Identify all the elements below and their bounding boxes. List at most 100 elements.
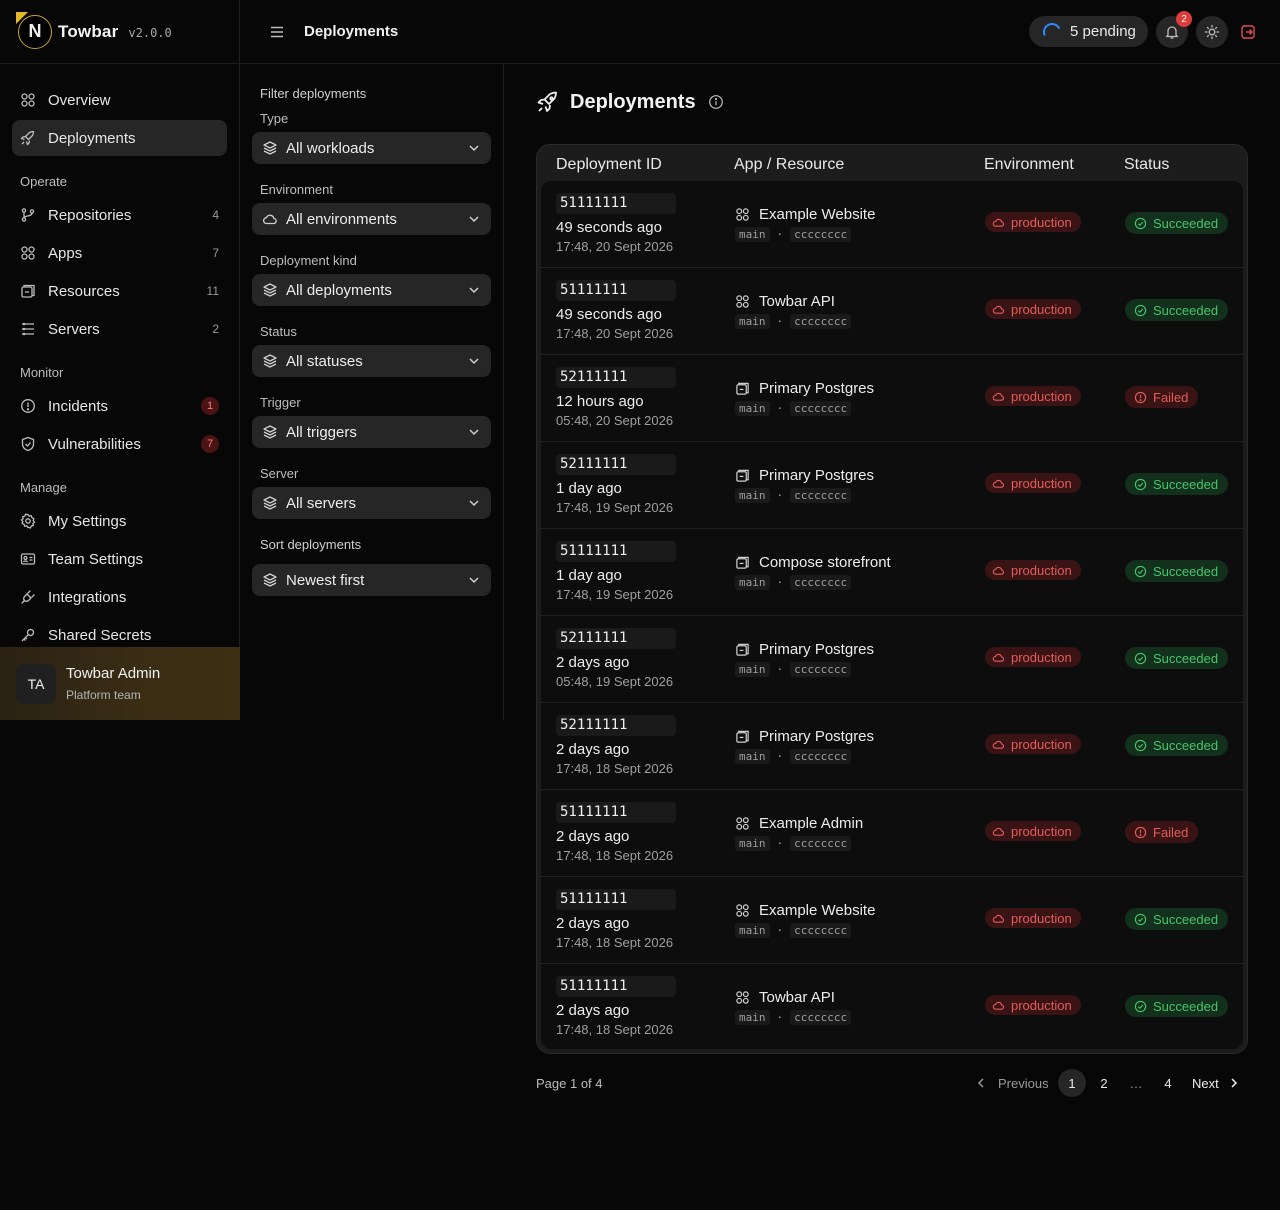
deployment-id[interactable]: 51111111 <box>556 889 676 910</box>
menu-icon[interactable] <box>267 22 287 42</box>
app-resource-link[interactable]: Towbar API <box>735 989 835 1006</box>
pending-button[interactable]: 5 pending <box>1029 16 1148 47</box>
page-button-2[interactable]: 2 <box>1100 1075 1108 1091</box>
user-card[interactable]: TA Towbar Admin Platform team <box>0 647 240 720</box>
table-row[interactable]: 51111111 2 days ago 17:48, 18 Sept 2026 Exa… <box>541 790 1243 877</box>
table-row[interactable]: 51111111 1 day ago 17:48, 19 Sept 2026 Comp… <box>541 529 1243 616</box>
deployment-relative-time: 2 days ago <box>556 654 630 671</box>
column-header-environment[interactable]: Environment <box>984 156 1074 173</box>
deployment-id[interactable]: 51111111 <box>556 976 676 997</box>
table-row[interactable]: 52111111 12 hours ago 05:48, 20 Sept 2026 P… <box>541 355 1243 442</box>
sidebar-item-servers[interactable]: Servers 2 <box>12 311 227 347</box>
deployment-id[interactable]: 52111111 <box>556 367 676 388</box>
app-resource-link[interactable]: Towbar API <box>735 293 835 310</box>
layers-icon <box>263 496 277 510</box>
logout-icon[interactable] <box>1239 23 1257 41</box>
app-resource-link[interactable]: Example Admin <box>735 815 863 832</box>
app-resource-link[interactable]: Primary Postgres <box>735 728 874 745</box>
previous-page-button[interactable]: Previous <box>970 1076 1058 1091</box>
sidebar-item-integrations[interactable]: Integrations <box>12 579 227 615</box>
environment-label: production <box>1011 823 1072 839</box>
sidebar-item-shared-secrets[interactable]: Shared Secrets <box>12 617 227 653</box>
commit-chip: cccccccc <box>790 749 852 764</box>
layers-icon <box>263 141 277 155</box>
cloud-icon <box>263 214 277 225</box>
grid-icon <box>736 208 749 221</box>
vulnerabilities-badge: 7 <box>201 435 219 453</box>
commit-chip: cccccccc <box>790 575 852 590</box>
filter-server-select[interactable]: All servers <box>252 487 491 519</box>
spinner-icon <box>1040 19 1064 44</box>
sidebar-item-resources[interactable]: Resources 11 <box>12 273 227 309</box>
app-resource-link[interactable]: Compose storefront <box>735 554 891 571</box>
app-resource-link[interactable]: Primary Postgres <box>735 641 874 658</box>
sidebar-item-label: My Settings <box>48 512 127 530</box>
filter-status-select[interactable]: All statuses <box>252 345 491 377</box>
sidebar-item-team-settings[interactable]: Team Settings <box>12 541 227 577</box>
table-row[interactable]: 51111111 2 days ago 17:48, 18 Sept 2026 Exa… <box>541 877 1243 964</box>
app-resource-link[interactable]: Primary Postgres <box>735 467 874 484</box>
deployment-id[interactable]: 51111111 <box>556 280 676 301</box>
sidebar-item-deployments[interactable]: Deployments <box>12 120 227 156</box>
sidebar-item-label: Deployments <box>48 129 136 147</box>
app-resource-link[interactable]: Example Website <box>735 902 875 919</box>
sort-select[interactable]: Newest first <box>252 564 491 596</box>
table-row[interactable]: 52111111 2 days ago 17:48, 18 Sept 2026 Pri… <box>541 703 1243 790</box>
page-button-1[interactable]: 1 <box>1058 1069 1086 1097</box>
sidebar-item-incidents[interactable]: Incidents 1 <box>12 388 227 424</box>
filter-type-select[interactable]: All workloads <box>252 132 491 164</box>
cloud-icon <box>992 392 1005 401</box>
deployment-timestamp: 17:48, 18 Sept 2026 <box>556 848 674 863</box>
user-info: Towbar Admin Platform team <box>56 665 160 702</box>
table-row[interactable]: 51111111 49 seconds ago 17:48, 20 Sept 202… <box>541 268 1243 355</box>
environment-label: production <box>1011 736 1072 752</box>
incidents-badge: 1 <box>201 397 219 415</box>
branch-chip: main <box>735 662 770 677</box>
brand[interactable]: N Towbar v2.0.0 <box>0 0 239 64</box>
deployment-id[interactable]: 52111111 <box>556 628 676 649</box>
deployment-id[interactable]: 51111111 <box>556 541 676 562</box>
filter-kind-value: All deployments <box>286 281 392 299</box>
app-resource-link[interactable]: Example Website <box>735 206 875 223</box>
app-resource-name: Compose storefront <box>759 554 891 571</box>
deployment-id[interactable]: 51111111 <box>556 193 676 214</box>
column-header-app[interactable]: App / Resource <box>734 156 845 173</box>
column-header-status[interactable]: Status <box>1124 156 1170 173</box>
sidebar-item-overview[interactable]: Overview <box>12 82 227 118</box>
table-row[interactable]: 52111111 1 day ago 17:48, 19 Sept 2026 Prim… <box>541 442 1243 529</box>
branch-chip: main <box>735 314 770 329</box>
environment-badge: production <box>985 995 1081 1015</box>
status-badge: Succeeded <box>1125 908 1229 930</box>
table-row[interactable]: 52111111 2 days ago 05:48, 19 Sept 2026 Pri… <box>541 616 1243 703</box>
environment-badge: production <box>985 821 1081 841</box>
deployment-timestamp: 05:48, 19 Sept 2026 <box>556 674 674 689</box>
grid-icon <box>21 246 35 260</box>
deployment-relative-time: 12 hours ago <box>556 393 644 410</box>
next-page-button[interactable]: Next <box>1192 1076 1241 1091</box>
sidebar-item-vulnerabilities[interactable]: Vulnerabilities 7 <box>12 426 227 462</box>
app-resource-link[interactable]: Primary Postgres <box>735 380 874 397</box>
table-row[interactable]: 51111111 49 seconds ago 17:48, 20 Sept 202… <box>541 181 1243 268</box>
deployment-meta: main · cccccccc <box>735 749 852 764</box>
sidebar-item-repositories[interactable]: Repositories 4 <box>12 197 227 233</box>
meta-separator: · <box>776 489 784 502</box>
filter-environment-select[interactable]: All environments <box>252 203 491 235</box>
filter-kind-select[interactable]: All deployments <box>252 274 491 306</box>
deployment-relative-time: 2 days ago <box>556 741 630 758</box>
sidebar-item-my-settings[interactable]: My Settings <box>12 503 227 539</box>
filter-trigger-select[interactable]: All triggers <box>252 416 491 448</box>
page-button-4[interactable]: 4 <box>1164 1075 1172 1091</box>
column-header-id[interactable]: Deployment ID <box>556 156 662 173</box>
deployment-id[interactable]: 51111111 <box>556 802 676 823</box>
table-row[interactable]: 51111111 2 days ago 17:48, 18 Sept 2026 Tow… <box>541 964 1243 1049</box>
deployment-id[interactable]: 52111111 <box>556 715 676 736</box>
deployment-id[interactable]: 52111111 <box>556 454 676 475</box>
theme-toggle-button[interactable] <box>1196 16 1228 48</box>
status-label: Succeeded <box>1153 911 1219 927</box>
notifications-button[interactable]: 2 <box>1156 11 1192 48</box>
info-icon[interactable] <box>708 94 724 110</box>
environment-label: production <box>1011 301 1072 317</box>
chevron-down-icon <box>469 577 479 584</box>
sidebar-item-apps[interactable]: Apps 7 <box>12 235 227 271</box>
grid-icon <box>736 817 749 830</box>
